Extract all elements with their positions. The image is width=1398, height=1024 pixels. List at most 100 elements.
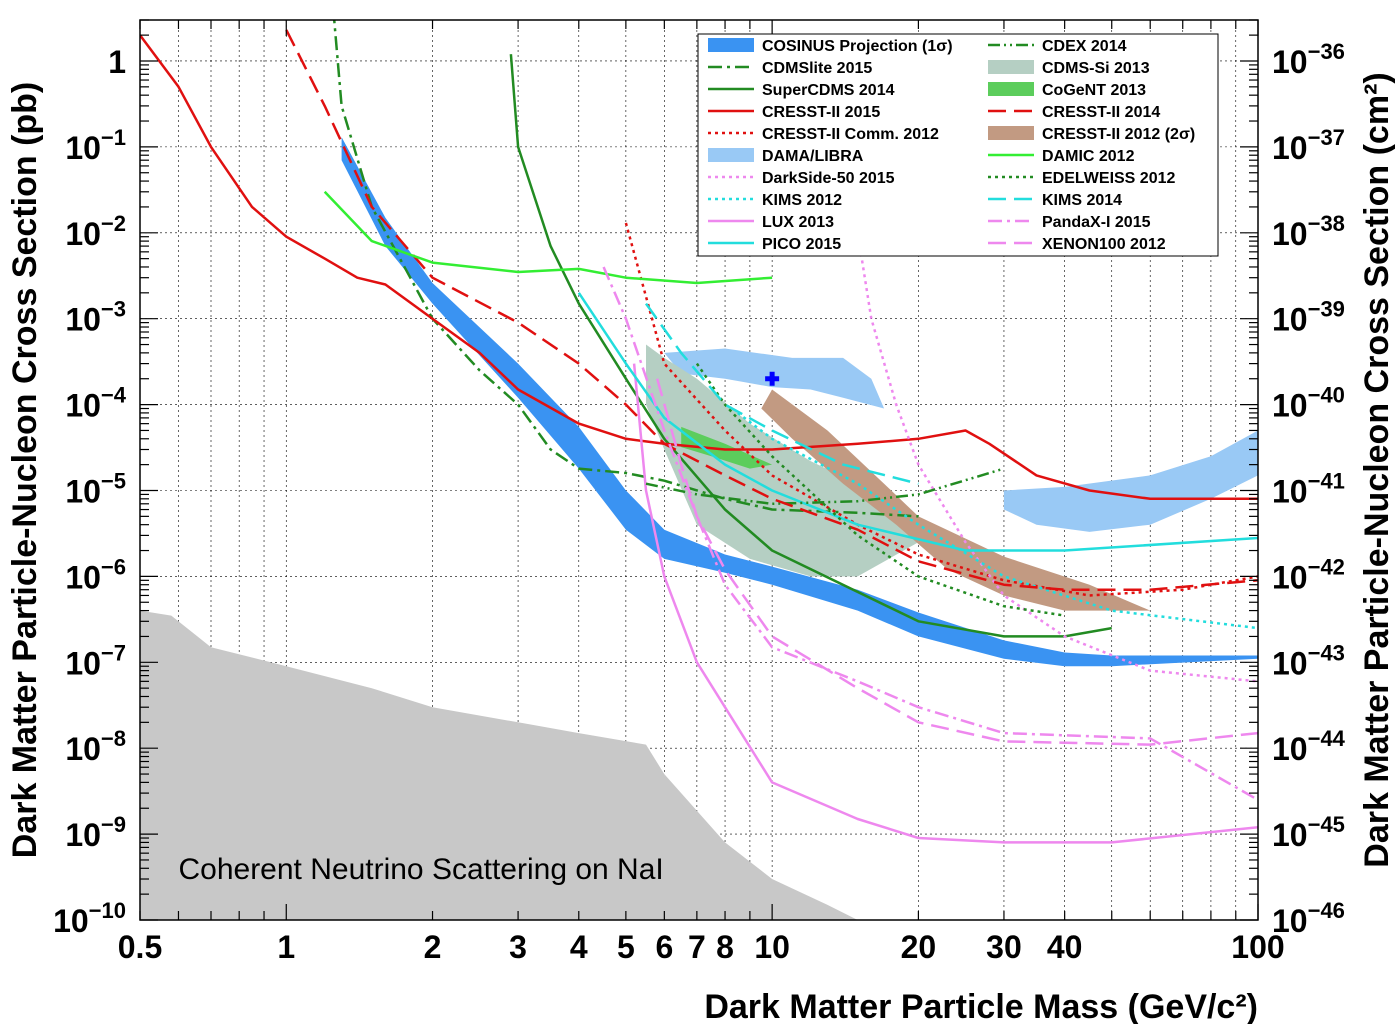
x-tick-label: 2 — [424, 929, 442, 965]
y-tick-label-left: 10−6 — [65, 554, 126, 595]
edelweiss-2012-curve — [695, 362, 1065, 617]
legend-dama-libra-label: DAMA/LIBRA — [762, 148, 864, 165]
y-tick-label-exponent: −6 — [101, 554, 126, 579]
neutrino-floor-label: Coherent Neutrino Scattering on NaI — [178, 853, 663, 886]
cogent-2013-region — [681, 426, 773, 469]
y-tick-label-exponent: −37 — [1308, 125, 1345, 150]
legend-cresst-ii-2015-label: CRESST-II 2015 — [762, 104, 880, 121]
x-tick-label: 10 — [754, 929, 790, 965]
legend-kims-2014-label: KIMS 2014 — [1042, 192, 1122, 209]
dama-libra-high-mass-region — [1003, 430, 1258, 532]
legend-cdmslite-2015-label: CDMSlite 2015 — [762, 60, 872, 77]
y-tick-label-base: 10 — [1272, 44, 1308, 80]
y-tick-label-base: 10 — [65, 731, 101, 767]
x-axis-title: Dark Matter Particle Mass (GeV/c²) — [704, 988, 1258, 1024]
x-tick-label: 3 — [509, 929, 527, 965]
y-tick-label-base: 10 — [1272, 559, 1308, 595]
lux-2013-curve — [632, 363, 1258, 844]
y-tick-label-exponent: −5 — [101, 468, 126, 493]
legend-edelweiss-2012-label: EDELWEISS 2012 — [1042, 170, 1175, 187]
y-tick-label-base: 10 — [1272, 473, 1308, 509]
y-tick-label-base: 10 — [65, 302, 101, 338]
y-tick-label-left: 10−7 — [65, 640, 126, 681]
y-axis-left-title: Dark Matter Particle-Nucleon Cross Secti… — [6, 82, 44, 859]
y-tick-label-base: 10 — [1272, 388, 1308, 424]
y-tick-label-base: 10 — [1272, 302, 1308, 338]
x-axis-ticks: 0.5 1 2 3 4 5 6 7 8 10 20 30 40 100 — [118, 20, 1285, 965]
x-tick-label: 40 — [1047, 929, 1083, 965]
legend-cresst-ii-2012-2-label: CRESST-II 2012 (2σ) — [1042, 126, 1195, 143]
y-tick-label-left: 1 — [108, 44, 126, 80]
y-tick-label-left: 10−2 — [65, 211, 126, 252]
legend-kims-2012-label: KIMS 2012 — [762, 192, 842, 209]
y-tick-label-right: 10−36 — [1272, 39, 1345, 80]
legend-dama-libra-swatch — [708, 148, 754, 162]
y-tick-label-exponent: −39 — [1308, 297, 1345, 322]
legend-cdms-si-2013-label: CDMS-Si 2013 — [1042, 60, 1150, 77]
x-tick-label: 0.5 — [118, 929, 162, 965]
y-tick-label-exponent: −4 — [101, 383, 127, 408]
legend-cresst-ii-2012-2-swatch — [988, 126, 1034, 140]
y-tick-label-left: 10−1 — [65, 125, 126, 166]
y-tick-label-exponent: −7 — [101, 640, 126, 665]
y-tick-label-right: 10−38 — [1272, 211, 1345, 252]
x-tick-label: 5 — [617, 929, 635, 965]
y-tick-label-base: 10 — [65, 817, 101, 853]
legend: COSINUS Projection (1σ) CDEX 2014 CDMSlite… — [697, 33, 1219, 257]
y-tick-label-base: 10 — [1272, 903, 1308, 939]
y-axis-left-ticks: 110−110−210−310−410−510−610−710−810−910−… — [53, 19, 158, 939]
legend-cogent-2013-swatch — [988, 82, 1034, 96]
legend-cdms-si-2013-swatch — [988, 60, 1034, 74]
coherent-neutrino-scattering-on-nai-region — [140, 610, 858, 920]
markers-layer — [765, 371, 780, 386]
y-tick-label-right: 10−44 — [1272, 726, 1346, 767]
legend-cdex-2014-label: CDEX 2014 — [1042, 38, 1127, 55]
y-tick-label-exponent: −43 — [1308, 640, 1345, 665]
y-tick-label-base: 10 — [65, 388, 101, 424]
legend-cosinus-projection-1-swatch — [708, 38, 754, 52]
supercdms-2014-curve — [509, 54, 1112, 638]
y-tick-label-base: 10 — [65, 130, 101, 166]
y-tick-label-exponent: −45 — [1308, 812, 1345, 837]
pandax-i-2015-curve — [602, 266, 1258, 801]
y-tick-label-exponent: −40 — [1308, 383, 1345, 408]
y-tick-label-base: 10 — [1272, 216, 1308, 252]
y-tick-label-exponent: −41 — [1308, 468, 1345, 493]
kims-2012-curve — [737, 411, 1258, 630]
y-tick-label-exponent: −9 — [101, 812, 126, 837]
cdms-si-2013-region — [646, 344, 919, 577]
y-tick-label-base: 1 — [108, 44, 126, 80]
cdmslite-2015-curve — [332, 20, 919, 518]
legend-cresst-ii-comm-2012-label: CRESST-II Comm. 2012 — [762, 126, 939, 143]
legend-pico-2015-label: PICO 2015 — [762, 236, 841, 253]
y-axis-right-ticks: 10−3610−3710−3810−3910−4010−4110−4210−43… — [1240, 19, 1346, 939]
y-tick-label-right: 10−37 — [1272, 125, 1345, 166]
y-tick-label-right: 10−43 — [1272, 640, 1345, 681]
y-tick-label-exponent: −8 — [101, 726, 126, 751]
y-tick-label-left: 10−9 — [65, 812, 126, 853]
curves-layer — [140, 20, 1258, 844]
pico-2015-curve — [577, 292, 1258, 552]
cresst-ii-2015-curve — [140, 34, 1258, 501]
legend-supercdms-2014-label: SuperCDMS 2014 — [762, 82, 895, 99]
xenon100-2012-curve — [655, 378, 1258, 746]
x-tick-label: 8 — [716, 929, 734, 965]
cresst-ii-2014-curve — [285, 29, 1258, 591]
legend-xenon100-2012-label: XENON100 2012 — [1042, 236, 1166, 253]
y-tick-label-base: 10 — [53, 903, 89, 939]
y-tick-label-base: 10 — [1272, 817, 1308, 853]
cosinus-projection-1-region — [341, 137, 1258, 667]
y-tick-label-exponent: −2 — [101, 211, 126, 236]
legend-cosinus-projection-1-label: COSINUS Projection (1σ) — [762, 38, 953, 55]
y-tick-label-right: 10−46 — [1272, 898, 1345, 939]
y-tick-label-left: 10−10 — [53, 898, 126, 939]
y-tick-label-exponent: −10 — [89, 898, 126, 923]
y-tick-label-exponent: −44 — [1308, 726, 1346, 751]
y-tick-label-right: 10−41 — [1272, 468, 1345, 509]
x-tick-label: 20 — [901, 929, 937, 965]
y-tick-label-base: 10 — [65, 559, 101, 595]
y-tick-label-exponent: −36 — [1308, 39, 1345, 64]
y-axis-right-title: Dark Matter Particle-Nucleon Cross Secti… — [1358, 72, 1396, 867]
y-tick-label-right: 10−42 — [1272, 554, 1345, 595]
